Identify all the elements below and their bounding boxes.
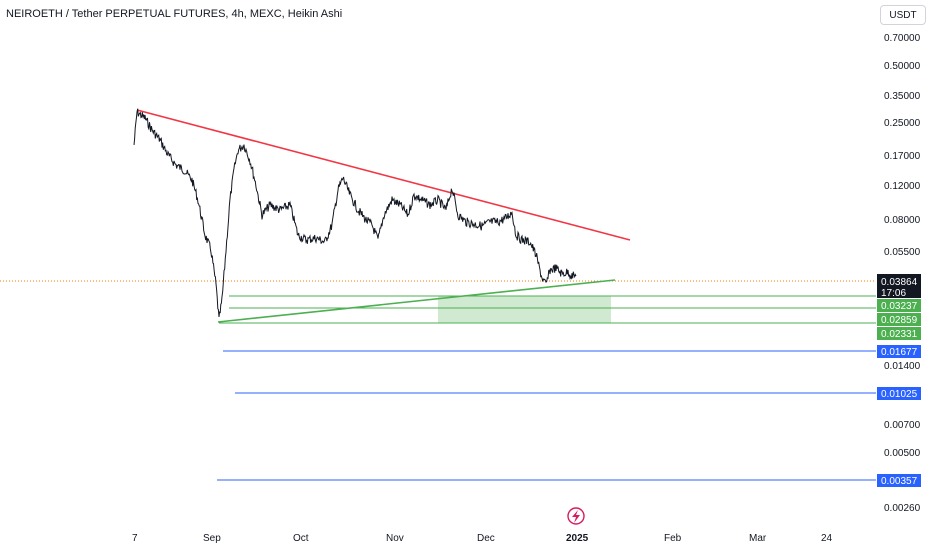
time-axis-label: Dec <box>477 533 495 544</box>
level-price-tag: 0.02331 <box>877 327 921 340</box>
last-price-tag: 0.03864 17:06 <box>877 274 921 299</box>
price-axis-label: 0.17000 <box>884 151 921 162</box>
svg-text:0.01677: 0.01677 <box>881 347 918 358</box>
level-price-tag: 0.01025 <box>877 387 921 400</box>
currency-button[interactable]: USDT <box>880 5 926 25</box>
time-axis-label: Sep <box>203 533 221 544</box>
time-axis-label: Nov <box>386 533 404 544</box>
price-axis-label: 0.00700 <box>884 420 921 431</box>
price-axis[interactable]: 0.70000 0.50000 0.35000 0.25000 0.17000 … <box>884 33 921 514</box>
price-axis-label: 0.25000 <box>884 118 921 129</box>
price-axis-label: 0.00260 <box>884 503 921 514</box>
svg-text:0.01025: 0.01025 <box>881 389 918 400</box>
level-price-tag: 0.01677 <box>877 345 921 358</box>
svg-text:0.02331: 0.02331 <box>881 329 918 340</box>
price-tags: 0.03864 17:06 0.03237 0.02859 0.02331 0.… <box>877 274 921 487</box>
time-axis-label: 7 <box>132 533 138 544</box>
time-axis-label: 24 <box>821 533 833 544</box>
time-axis[interactable]: 7 Sep Oct Nov Dec 2025 Feb Mar 24 <box>132 533 833 544</box>
price-axis-label: 0.70000 <box>884 33 921 44</box>
svg-text:0.00357: 0.00357 <box>881 476 918 487</box>
svg-text:0.03237: 0.03237 <box>881 301 918 312</box>
svg-text:17:06: 17:06 <box>881 288 906 299</box>
price-axis-label: 0.01400 <box>884 361 921 372</box>
lightning-icon[interactable] <box>567 507 585 525</box>
time-axis-label: Mar <box>749 533 767 544</box>
level-price-tag: 0.02859 <box>877 313 921 326</box>
level-price-tag: 0.03237 <box>877 299 921 312</box>
time-axis-label: 2025 <box>566 533 589 544</box>
chart-title: NEIROETH / Tether PERPETUAL FUTURES, 4h,… <box>6 8 343 20</box>
resistance-trendline[interactable] <box>136 109 631 241</box>
price-axis-label: 0.50000 <box>884 61 921 72</box>
demand-zone <box>438 296 611 323</box>
price-axis-label: 0.08000 <box>884 215 921 226</box>
time-axis-label: Feb <box>664 533 682 544</box>
support-trendline[interactable] <box>217 279 616 323</box>
price-axis-label: 0.00500 <box>884 448 921 459</box>
svg-text:0.03864: 0.03864 <box>881 277 918 288</box>
price-series <box>133 108 577 318</box>
level-price-tag: 0.00357 <box>877 474 921 487</box>
price-axis-label: 0.12000 <box>884 181 921 192</box>
price-axis-label: 0.05500 <box>884 247 921 258</box>
time-axis-label: Oct <box>293 533 309 544</box>
price-axis-label: 0.35000 <box>884 91 921 102</box>
svg-text:0.02859: 0.02859 <box>881 315 918 326</box>
